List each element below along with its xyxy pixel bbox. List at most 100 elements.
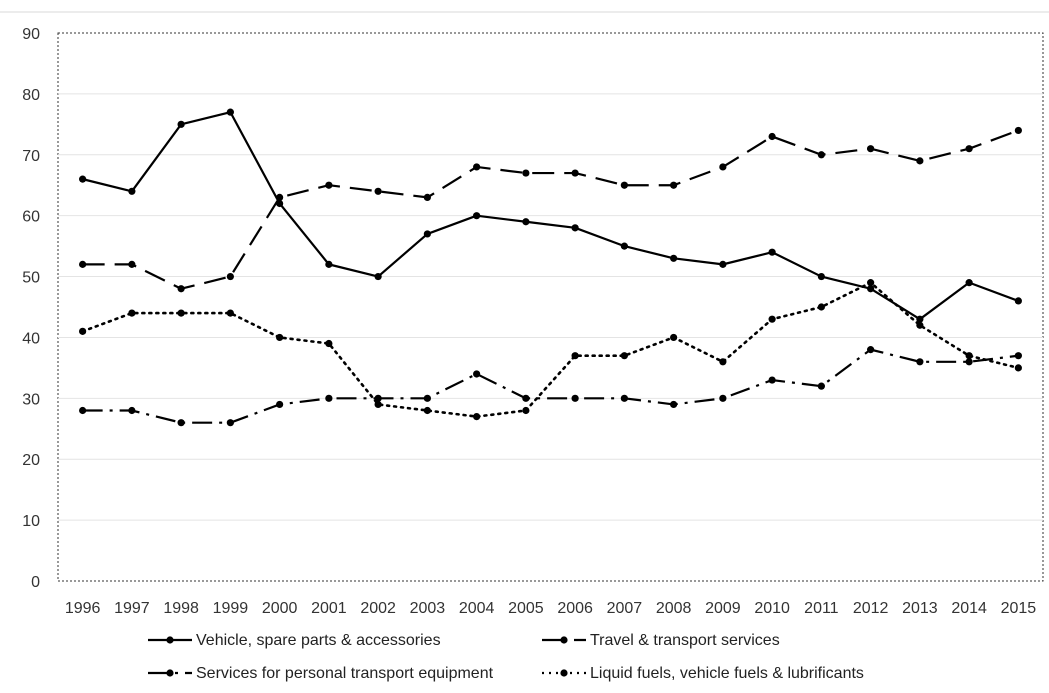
data-point	[571, 169, 579, 177]
data-point	[620, 352, 628, 360]
data-point	[522, 169, 530, 177]
y-tick-label: 0	[31, 574, 40, 591]
data-point	[423, 193, 431, 201]
data-point	[276, 333, 284, 342]
x-tick-label: 2012	[853, 600, 889, 617]
y-tick-label: 20	[22, 452, 40, 469]
legend-swatch-marker	[166, 636, 174, 644]
data-point	[620, 181, 628, 189]
data-point	[79, 406, 87, 415]
data-point	[473, 413, 481, 421]
data-point	[768, 315, 776, 323]
data-point	[768, 376, 776, 384]
data-point	[226, 419, 234, 427]
data-point	[226, 108, 234, 116]
legend-item: Liquid fuels, vehicle fuels & lubrifican…	[542, 665, 864, 682]
x-tick-label: 1999	[213, 600, 249, 617]
legend-label: Services for personal transport equipmen…	[196, 665, 494, 682]
data-point	[325, 260, 333, 268]
data-point	[374, 400, 382, 409]
data-point	[670, 181, 678, 189]
data-point	[670, 333, 678, 342]
data-point	[473, 163, 481, 171]
series-3	[79, 346, 1022, 427]
data-point	[79, 327, 87, 335]
data-point	[177, 120, 185, 128]
data-point	[128, 187, 136, 195]
data-point	[719, 394, 727, 402]
data-point	[423, 394, 431, 402]
data-point	[276, 193, 284, 201]
y-tick-label: 30	[22, 391, 40, 408]
x-tick-label: 2014	[951, 600, 987, 617]
x-tick-label: 2004	[459, 600, 495, 617]
data-point	[374, 187, 382, 195]
x-tick-label: 1996	[65, 600, 101, 617]
data-point	[965, 145, 973, 153]
data-point	[128, 406, 136, 415]
data-point	[916, 315, 924, 323]
x-tick-label: 2002	[360, 600, 396, 617]
data-point	[965, 279, 973, 287]
x-tick-label: 1998	[163, 600, 199, 617]
series-layer	[79, 108, 1022, 427]
data-point	[1014, 352, 1022, 360]
x-tick-label: 2000	[262, 600, 298, 617]
data-point	[522, 218, 530, 226]
plot-area-border	[57, 32, 1044, 582]
legend-item: Travel & transport services	[542, 632, 780, 649]
legend-label: Vehicle, spare parts & accessories	[196, 632, 441, 649]
data-point	[867, 145, 875, 153]
legend-swatch-marker	[560, 669, 568, 677]
data-point	[620, 242, 628, 250]
series-line	[82, 348, 1019, 424]
x-tick-label: 1997	[114, 600, 150, 617]
x-tick-label: 2008	[656, 600, 692, 617]
legend-label: Travel & transport services	[590, 632, 780, 649]
data-point	[374, 272, 382, 281]
x-tick-label: 2015	[1001, 600, 1037, 617]
data-point	[177, 419, 185, 427]
y-tick-label: 10	[22, 513, 40, 530]
data-point	[817, 382, 825, 390]
data-point	[571, 352, 579, 360]
data-point	[817, 303, 825, 311]
y-tick-label: 40	[22, 330, 40, 347]
data-point	[325, 394, 333, 402]
data-point	[226, 309, 234, 317]
data-point	[817, 151, 825, 159]
data-point	[768, 132, 776, 141]
data-point	[620, 394, 628, 402]
series-line	[81, 281, 1020, 418]
legend: Vehicle, spare parts & accessories Travel…	[148, 632, 864, 682]
data-point	[916, 358, 924, 366]
y-tick-label: 70	[22, 148, 40, 165]
data-point	[473, 370, 481, 378]
y-tick-label: 80	[22, 87, 40, 104]
x-tick-label: 2013	[902, 600, 938, 617]
x-tick-label: 2009	[705, 600, 741, 617]
series-2	[79, 126, 1022, 293]
series-line	[82, 129, 1019, 290]
data-point	[670, 400, 678, 409]
data-point	[1014, 364, 1022, 372]
x-tick-label: 2011	[804, 600, 839, 617]
data-point	[719, 358, 727, 366]
data-point	[965, 352, 973, 360]
x-tick-label: 2003	[410, 600, 446, 617]
data-point	[867, 279, 875, 287]
data-point	[79, 175, 87, 183]
data-point	[177, 285, 185, 293]
x-tick-label: 2010	[754, 600, 790, 617]
data-point	[423, 406, 431, 415]
data-point	[522, 394, 530, 402]
legend-swatch-marker	[560, 636, 568, 644]
data-point	[423, 230, 431, 238]
data-point	[473, 212, 481, 220]
data-point	[965, 358, 973, 366]
data-point	[276, 400, 284, 409]
data-point	[571, 224, 579, 232]
data-point	[1014, 297, 1022, 305]
data-point	[128, 260, 136, 268]
